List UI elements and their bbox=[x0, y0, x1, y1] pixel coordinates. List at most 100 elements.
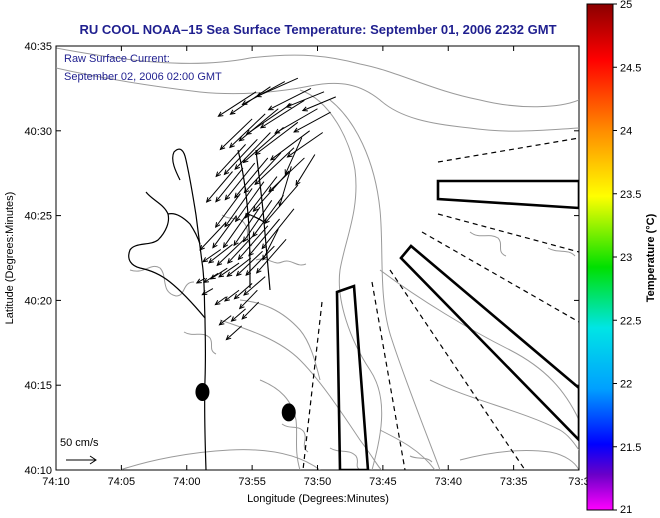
colorbar-tick-label: 24 bbox=[620, 126, 632, 138]
mooring-dots bbox=[195, 382, 296, 422]
current-vector bbox=[261, 208, 295, 250]
y-tick-label: 40:25 bbox=[24, 211, 52, 223]
current-vector bbox=[262, 228, 279, 261]
colorbar bbox=[586, 3, 614, 511]
current-vector bbox=[218, 262, 240, 278]
y-tick-label: 40:30 bbox=[24, 126, 52, 138]
current-vector bbox=[230, 308, 246, 322]
scale-label: 50 cm/s bbox=[60, 437, 99, 449]
current-vectors bbox=[195, 77, 336, 341]
x-tick-label: 73:40 bbox=[434, 476, 462, 488]
x-axis: 74:10 74:05 74:00 73:55 73:50 73:45 73:40 73:35… bbox=[42, 46, 590, 488]
current-vector bbox=[254, 121, 299, 156]
current-vector bbox=[209, 267, 228, 280]
current-vector bbox=[199, 222, 227, 251]
annotation-line-1: Raw Surface Current: bbox=[64, 53, 170, 65]
current-vector bbox=[226, 257, 252, 278]
current-vector bbox=[222, 211, 249, 249]
current-vector bbox=[212, 215, 237, 249]
y-tick-label: 40:35 bbox=[24, 41, 52, 53]
map-layer bbox=[56, 47, 579, 470]
current-vector bbox=[203, 272, 219, 284]
current-vector bbox=[238, 289, 258, 310]
current-vector bbox=[243, 276, 266, 296]
current-vector bbox=[259, 99, 305, 129]
x-tick-label: 73:55 bbox=[238, 476, 266, 488]
x-tick-label: 73:50 bbox=[304, 476, 332, 488]
current-vector bbox=[215, 167, 244, 203]
current-vector bbox=[208, 244, 233, 264]
current-vector bbox=[195, 277, 206, 284]
current-vector bbox=[233, 206, 261, 247]
current-vector bbox=[301, 96, 336, 112]
current-vector bbox=[234, 181, 265, 223]
current-vector bbox=[214, 193, 241, 229]
current-vector bbox=[255, 239, 287, 274]
y-axis: 40:35 40:30 40:25 40:20 40:15 40:10 bbox=[24, 41, 579, 477]
x-tick-label: 74:10 bbox=[42, 476, 70, 488]
current-vector bbox=[214, 296, 227, 306]
current-vector bbox=[217, 91, 257, 117]
transect-boxes bbox=[335, 179, 579, 470]
mooring-dot bbox=[195, 382, 210, 401]
current-vector bbox=[254, 147, 295, 186]
current-vector bbox=[224, 289, 240, 302]
current-vector bbox=[252, 171, 290, 213]
current-vector bbox=[205, 171, 233, 203]
current-vector bbox=[278, 166, 292, 208]
x-tick-label: 74:05 bbox=[108, 476, 136, 488]
chart-title: RU COOL NOAA–15 Sea Surface Temperature:… bbox=[79, 22, 556, 37]
current-vector bbox=[237, 225, 269, 261]
current-vector bbox=[234, 132, 271, 170]
current-vector bbox=[248, 218, 280, 257]
current-vector bbox=[218, 315, 232, 326]
colorbar-tick-label: 23.5 bbox=[620, 189, 641, 201]
current-vector bbox=[243, 152, 282, 194]
current-vector bbox=[235, 250, 263, 277]
colorbar-ticks: 25 24.5 24 23.5 23 22.5 22 21.5 21 bbox=[613, 0, 641, 516]
current-vector bbox=[227, 232, 257, 264]
x-tick-label: 74:00 bbox=[173, 476, 201, 488]
current-vector bbox=[201, 288, 214, 296]
current-vector bbox=[215, 144, 246, 178]
current-vector bbox=[233, 283, 253, 300]
y-tick-label: 40:20 bbox=[24, 295, 52, 307]
colorbar-tick-label: 23 bbox=[620, 252, 632, 264]
x-tick-label: 73:45 bbox=[369, 476, 397, 488]
bathymetry-contours bbox=[56, 47, 579, 470]
current-vector bbox=[216, 238, 245, 267]
current-vector bbox=[242, 200, 273, 243]
current-vector bbox=[244, 176, 278, 219]
current-vector bbox=[223, 138, 258, 176]
scale-arrow bbox=[66, 455, 97, 465]
current-vector bbox=[284, 137, 303, 176]
radial-dashed-lines bbox=[302, 137, 579, 470]
current-vector bbox=[286, 132, 324, 158]
current-vector bbox=[269, 130, 310, 161]
x-axis-label: Longitude (Degrees:Minutes) bbox=[247, 493, 389, 505]
current-vector bbox=[225, 325, 242, 341]
current-vector bbox=[224, 162, 256, 201]
current-vector bbox=[229, 113, 266, 149]
current-vector bbox=[293, 111, 331, 133]
mooring-dot bbox=[281, 403, 296, 422]
annotation-line-2: September 02, 2006 02:00 GMT bbox=[64, 71, 222, 83]
x-tick-label: 73:3 bbox=[568, 476, 589, 488]
y-tick-label: 40:15 bbox=[24, 380, 52, 392]
current-vector bbox=[245, 245, 275, 276]
colorbar-tick-label: 25 bbox=[620, 0, 632, 11]
y-tick-label: 40:10 bbox=[24, 465, 52, 477]
colorbar-tick-label: 22 bbox=[620, 379, 632, 391]
current-vector bbox=[241, 301, 260, 320]
x-tick-label: 73:35 bbox=[500, 476, 528, 488]
plot-area bbox=[55, 45, 580, 471]
colorbar-tick-label: 22.5 bbox=[620, 315, 641, 327]
colorbar-label: Temperature (°C) bbox=[645, 213, 657, 302]
current-vector bbox=[202, 249, 222, 263]
colorbar-tick-label: 21 bbox=[620, 504, 632, 516]
current-vector bbox=[267, 87, 312, 111]
current-vector bbox=[238, 108, 279, 142]
current-vector bbox=[229, 86, 271, 115]
colorbar-tick-label: 21.5 bbox=[620, 442, 641, 454]
